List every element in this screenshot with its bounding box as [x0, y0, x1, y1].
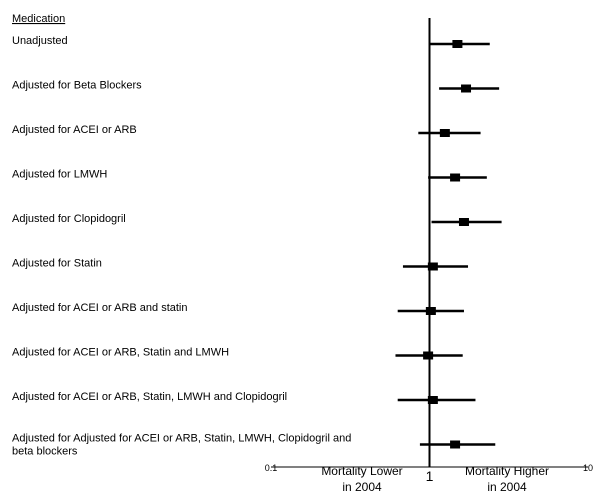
- point-estimate: [427, 262, 438, 271]
- forest-row: Adjusted for ACEI or ARB: [12, 124, 481, 137]
- row-label: beta blockers: [12, 446, 78, 458]
- point-estimate: [452, 40, 463, 48]
- direction-label-lower: in 2004: [342, 480, 382, 494]
- point-estimate: [450, 440, 461, 449]
- point-estimate: [427, 396, 438, 404]
- row-label: Adjusted for Statin: [12, 258, 102, 270]
- forest-row: Adjusted for LMWH: [12, 169, 487, 182]
- forest-row: Adjusted for ACEI or ARB, Statin, LMWH a…: [12, 391, 476, 404]
- forest-row: Adjusted for Adjusted for ACEI or ARB, S…: [12, 433, 496, 458]
- direction-label-lower: Mortality Lower: [321, 464, 402, 478]
- x-axis: 0.1 1 10 Mortality Lower in 2004 Mortality Hi…: [265, 463, 593, 494]
- row-label: Adjusted for ACEI or ARB, Statin and LMW…: [12, 347, 229, 359]
- point-estimate: [425, 307, 436, 315]
- point-estimate: [450, 173, 461, 182]
- row-label: Unadjusted: [12, 35, 68, 47]
- direction-label-higher: Mortality Higher: [465, 464, 549, 478]
- forest-row: Adjusted for ACEI or ARB and statin: [12, 302, 464, 315]
- tick-label: 10: [583, 463, 593, 473]
- forest-row: Adjusted for Beta Blockers: [12, 80, 500, 93]
- forest-row: Adjusted for Statin: [12, 258, 469, 271]
- row-label: Adjusted for ACEI or ARB: [12, 124, 137, 136]
- point-estimate: [461, 84, 472, 93]
- row-label: Adjusted for Beta Blockers: [12, 80, 142, 92]
- forest-row: Adjusted for ACEI or ARB, Statin and LMW…: [12, 347, 463, 360]
- point-estimate: [439, 129, 450, 137]
- tick-label: 1: [426, 468, 434, 484]
- direction-label-higher: in 2004: [487, 480, 527, 494]
- forest-rows: Unadjusted Adjusted for Beta Blockers Adju…: [12, 35, 502, 458]
- row-label: Adjusted for Adjusted for ACEI or ARB, S…: [12, 433, 351, 445]
- point-estimate: [458, 218, 469, 226]
- tick-label: 0.1: [265, 463, 278, 473]
- forest-row: Adjusted for Clopidogril: [12, 213, 502, 226]
- row-label: Adjusted for LMWH: [12, 169, 107, 181]
- row-label: Adjusted for Clopidogril: [12, 213, 126, 225]
- forest-row: Unadjusted: [12, 35, 490, 48]
- row-label: Adjusted for ACEI or ARB, Statin, LMWH a…: [12, 391, 287, 403]
- column-header-medication: Medication: [12, 13, 65, 25]
- point-estimate: [423, 351, 434, 360]
- row-label: Adjusted for ACEI or ARB and statin: [12, 302, 187, 314]
